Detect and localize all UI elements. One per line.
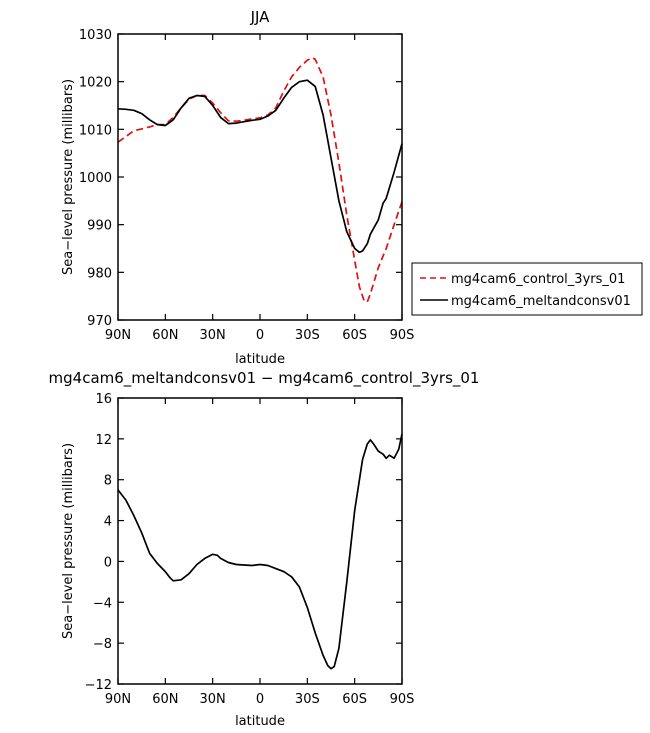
y-tick-label-7: 16 [95, 392, 112, 407]
bottom-plot-frame [117, 397, 403, 685]
series-line-0-0 [117, 56, 403, 303]
top-plot-frame [117, 33, 403, 321]
bottom-chart-title: mg4cam6_meltandconsv01 − mg4cam6_control… [49, 369, 480, 388]
y-tick-label-3: 1000 [79, 171, 112, 186]
x-tick-label-30n: 30N [200, 328, 226, 343]
x-tick-label-0: 0 [256, 328, 264, 343]
y-tick-label-4: 1010 [79, 123, 112, 138]
x-tick-label-90s: 90S [390, 692, 415, 707]
bottom-ticks: 90N 60N 30N 0 30S 60S 90S −12 −8 −4 0 4 8 12 16 [85, 392, 415, 707]
series-line-0-1 [117, 79, 403, 254]
x-tick-label-90n: 90N [105, 692, 131, 707]
bottom-x-axis-label: latitude [235, 714, 285, 729]
top-x-axis-label: latitude [235, 352, 285, 367]
x-tick-label-30s: 30S [295, 692, 320, 707]
x-tick-label-30s: 30S [295, 328, 320, 343]
top-y-axis-label: Sea−level pressure (millibars) [61, 79, 76, 275]
top-chart: JJA 90N 60N 30N 0 30S 60S 90S 970 980 990 1000 1010… [61, 8, 643, 367]
y-tick-label-5: 1020 [79, 76, 112, 91]
y-tick-label-0: −12 [85, 678, 112, 693]
x-tick-label-60s: 60S [342, 692, 367, 707]
y-tick-label-3: 0 [104, 555, 112, 570]
y-tick-label-5: 8 [104, 474, 112, 489]
y-tick-label-2: −4 [93, 596, 112, 611]
bottom-plot-lines [117, 433, 403, 670]
y-tick-label-6: 1030 [79, 28, 112, 43]
y-tick-label-4: 4 [104, 515, 112, 530]
bottom-chart: mg4cam6_meltandconsv01 − mg4cam6_control… [49, 369, 480, 729]
y-tick-label-1: −8 [93, 637, 112, 652]
bottom-y-axis-label: Sea−level pressure (millibars) [61, 443, 76, 639]
series-line-1-0 [117, 433, 403, 670]
legend-label-control: mg4cam6_control_3yrs_01 [451, 272, 625, 287]
x-tick-label-0: 0 [256, 692, 264, 707]
top-plot-lines [117, 56, 403, 303]
y-tick-label-2: 990 [87, 219, 112, 234]
x-tick-label-60n: 60N [152, 328, 178, 343]
top-ticks: 90N 60N 30N 0 30S 60S 90S 970 980 990 1000 1010 1020… [79, 28, 414, 343]
x-tick-label-30n: 30N [200, 692, 226, 707]
y-tick-label-0: 970 [87, 314, 112, 329]
legend-label-melt: mg4cam6_meltandconsv01 [451, 294, 631, 309]
top-legend: mg4cam6_control_3yrs_01 mg4cam6_meltandc… [411, 262, 643, 316]
y-tick-label-1: 980 [87, 266, 112, 281]
x-tick-label-90s: 90S [390, 328, 415, 343]
x-tick-label-60s: 60S [342, 328, 367, 343]
legend-box [411, 262, 643, 316]
x-tick-label-90n: 90N [105, 328, 131, 343]
top-chart-title: JJA [250, 8, 271, 26]
y-tick-label-6: 12 [95, 433, 112, 448]
x-tick-label-60n: 60N [152, 692, 178, 707]
